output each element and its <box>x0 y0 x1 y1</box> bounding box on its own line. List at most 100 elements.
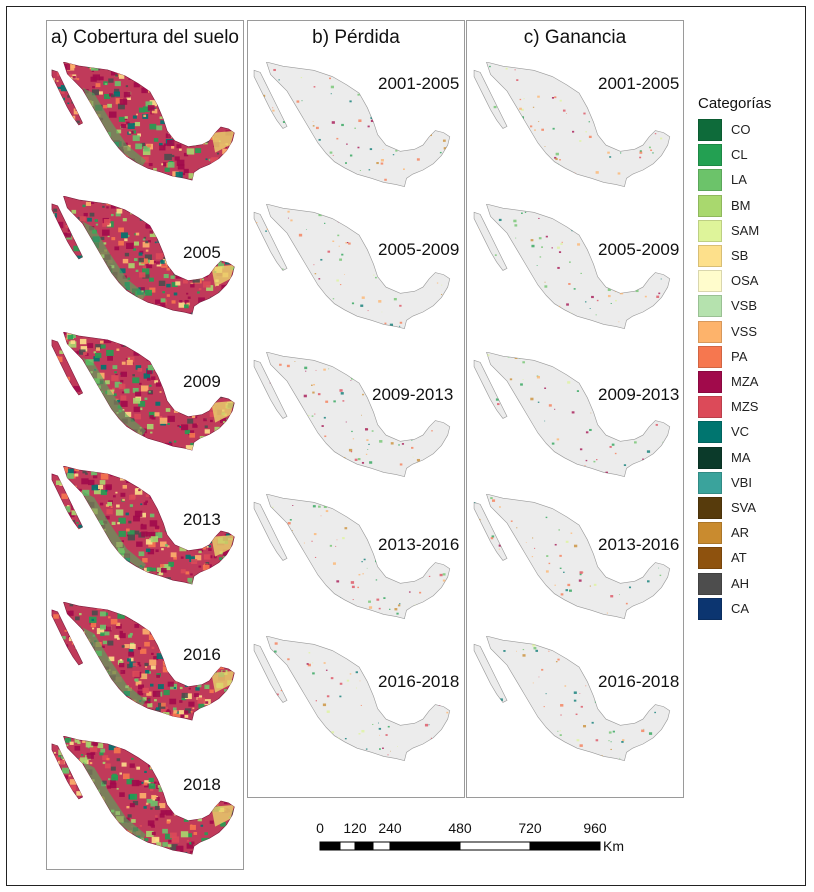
mexico-map <box>253 62 451 187</box>
mexico-map <box>473 636 671 761</box>
scale-tick-960: 960 <box>583 820 607 836</box>
panel-title-gain: c) Ganancia <box>523 27 627 48</box>
legend-swatch <box>698 597 722 620</box>
mexico-map <box>473 62 671 187</box>
legend-swatch <box>698 547 722 570</box>
legend-item-sva: SVA <box>698 497 798 519</box>
legend-swatch <box>698 169 722 192</box>
legend-item-ar: AR <box>698 522 798 545</box>
mexico-map <box>51 466 235 585</box>
legend-label: SB <box>731 248 749 263</box>
mexico-map <box>51 196 235 315</box>
legend-label: CO <box>731 122 751 137</box>
legend-label: PA <box>731 348 748 364</box>
legend-item-mzs: MZS <box>698 396 798 419</box>
legend-item-la: LA <box>698 169 798 192</box>
period-label-loss-2016-2018: 2016-2018 <box>378 672 460 691</box>
figure-frame <box>6 6 806 886</box>
legend-swatch <box>698 345 722 368</box>
legend-swatch <box>698 144 722 167</box>
legend-label: MZS <box>731 399 759 415</box>
period-label-loss-2013-2016: 2013-2016 <box>378 535 460 554</box>
mexico-map <box>253 494 451 619</box>
legend-swatch <box>698 522 722 545</box>
period-label-gain-2005-2009: 2005-2009 <box>598 240 680 259</box>
legend-label: AR <box>731 525 750 541</box>
mexico-map <box>51 602 235 721</box>
period-label-gain-2013-2016: 2013-2016 <box>598 535 680 554</box>
legend-swatch <box>698 471 722 494</box>
legend-label: MA <box>731 449 751 465</box>
legend-swatch <box>698 270 722 293</box>
legend-label: VBI <box>731 474 752 490</box>
legend-item-cl: CL <box>698 144 798 167</box>
period-label-loss-2009-2013: 2009-2013 <box>372 385 454 404</box>
period-label-loss-2005-2009: 2005-2009 <box>378 240 460 259</box>
scale-tick-240: 240 <box>378 820 402 836</box>
mexico-map <box>473 494 671 619</box>
legend-item-ah: AH <box>698 572 798 595</box>
legend-label: BM <box>731 197 751 213</box>
legend-label: VSS <box>731 323 758 339</box>
period-label-loss-2001-2005: 2001-2005 <box>378 74 460 93</box>
period-label-gain-2009-2013: 2009-2013 <box>598 385 680 404</box>
legend-item-ca: CA <box>698 597 798 620</box>
legend-item-sam: SAM <box>698 219 798 242</box>
legend-swatch <box>698 497 722 519</box>
year-label-2016: 2016 <box>183 645 221 664</box>
year-label-2009: 2009 <box>183 372 221 391</box>
legend-item-sb: SB <box>698 245 798 267</box>
legend-title: Categorías <box>698 95 772 112</box>
legend-swatch <box>698 194 722 217</box>
scale-tick-120: 120 <box>343 820 367 836</box>
scale-unit: Km <box>603 838 624 854</box>
legend-item-pa: PA <box>698 345 798 368</box>
period-label-gain-2016-2018: 2016-2018 <box>598 672 680 691</box>
legend-label: SVA <box>731 500 757 515</box>
mexico-map <box>51 62 235 181</box>
scale-tick-720: 720 <box>518 820 542 836</box>
legend-swatch <box>698 421 722 444</box>
legend-label: VSB <box>731 298 758 314</box>
legend-label: CA <box>731 600 750 616</box>
panel-title-loss: b) Pérdida <box>312 27 400 48</box>
legend-item-co: CO <box>698 119 798 141</box>
legend-swatch <box>698 320 722 343</box>
legend-label: LA <box>731 172 747 188</box>
legend-item-mza: MZA <box>698 371 798 393</box>
scale-tick-0: 0 <box>316 820 324 836</box>
legend-label: VC <box>731 424 750 440</box>
legend-item-vsb: VSB <box>698 295 798 318</box>
mexico-map <box>473 204 671 329</box>
legend-swatch <box>698 572 722 595</box>
legend-swatch <box>698 446 722 469</box>
legend-label: OSA <box>731 273 759 289</box>
legend-swatch <box>698 245 722 267</box>
legend-swatch <box>698 295 722 318</box>
legend-item-at: AT <box>698 547 798 570</box>
mexico-map <box>51 332 235 451</box>
year-label-2005: 2005 <box>183 243 221 262</box>
legend-swatch <box>698 119 722 141</box>
mexico-map <box>473 352 671 477</box>
legend-item-ma: MA <box>698 446 798 469</box>
year-label-2013: 2013 <box>183 510 221 529</box>
legend-label: AH <box>731 575 750 591</box>
legend-swatch <box>698 219 722 242</box>
legend-item-vss: VSS <box>698 320 798 343</box>
legend-item-osa: OSA <box>698 270 798 293</box>
mexico-map <box>253 204 451 329</box>
legend-label: SAM <box>731 222 760 238</box>
legend-label: MZA <box>731 374 759 389</box>
legend-label: AT <box>731 550 747 566</box>
mexico-map <box>253 352 451 477</box>
legend-item-vc: VC <box>698 421 798 444</box>
panel-title-land-cover: a) Cobertura del suelo <box>51 27 239 48</box>
mexico-map <box>51 736 235 855</box>
year-label-2018: 2018 <box>183 775 221 794</box>
legend-swatch <box>698 371 722 393</box>
mexico-map <box>253 636 451 761</box>
scale-tick-480: 480 <box>448 820 472 836</box>
period-label-gain-2001-2005: 2001-2005 <box>598 74 680 93</box>
legend-label: CL <box>731 147 748 163</box>
